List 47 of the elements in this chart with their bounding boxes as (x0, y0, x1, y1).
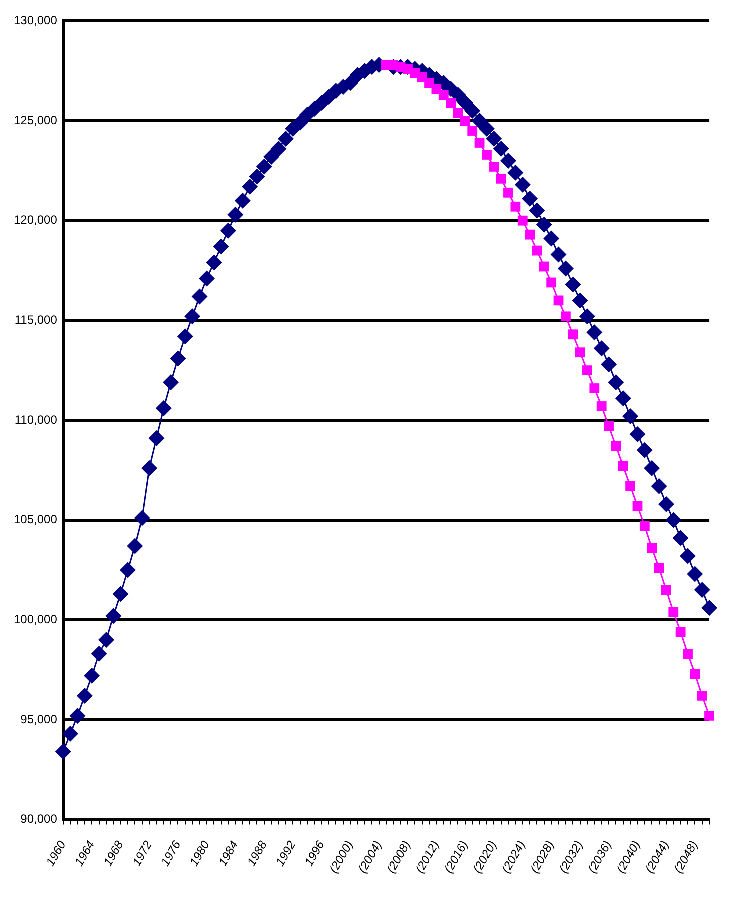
point (575, 348, 586, 358)
point (504, 188, 514, 198)
point (446, 98, 456, 108)
y-tick-label: 100,000 (14, 612, 58, 626)
point (525, 230, 535, 240)
point (532, 246, 542, 256)
y-tick-label: 105,000 (14, 512, 58, 527)
point (668, 607, 679, 618)
point (611, 441, 622, 452)
point (626, 481, 636, 492)
point (560, 312, 571, 322)
point (568, 330, 578, 340)
point (482, 150, 492, 160)
point (632, 501, 643, 512)
y-tick-label: 110,000 (14, 412, 58, 427)
point (489, 162, 500, 172)
point (596, 402, 607, 412)
point (496, 174, 506, 184)
point (704, 710, 714, 721)
point (618, 461, 628, 472)
point (510, 202, 521, 212)
point (683, 649, 693, 660)
point (690, 669, 700, 679)
y-tick-label: 120,000 (14, 213, 58, 228)
y-tick-label: 125,000 (14, 113, 58, 128)
point (539, 262, 550, 272)
point (554, 296, 564, 306)
point (468, 126, 478, 136)
point (697, 691, 708, 701)
point (546, 278, 557, 288)
point (518, 216, 528, 226)
point (453, 108, 464, 118)
y-tick-label: 90,000 (20, 812, 58, 826)
point (582, 366, 592, 376)
y-tick-label: 130,000 (14, 14, 58, 28)
y-tick-label: 115,000 (14, 312, 58, 327)
point (654, 563, 664, 574)
point (647, 543, 658, 554)
point (640, 521, 650, 532)
point (676, 627, 686, 638)
point (604, 422, 614, 432)
point (474, 138, 485, 148)
point (662, 585, 672, 596)
point (460, 116, 470, 126)
point (438, 90, 449, 100)
y-tick-label: 95,000 (20, 712, 58, 726)
point (590, 384, 600, 394)
